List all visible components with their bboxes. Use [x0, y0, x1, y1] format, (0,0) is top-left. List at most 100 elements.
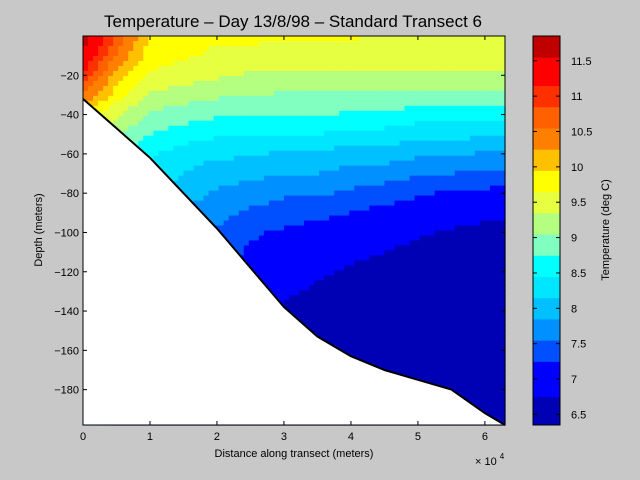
contour-cell	[354, 340, 360, 346]
contour-cell	[309, 45, 315, 52]
contour-cell	[148, 50, 154, 57]
contour-cell	[339, 300, 345, 306]
contour-cell	[334, 120, 340, 127]
contour-cell	[344, 325, 350, 331]
contour-cell	[299, 205, 305, 212]
contour-cell	[108, 110, 114, 117]
contour-cell	[349, 320, 355, 326]
contour-cell	[399, 195, 406, 202]
contour-cell	[354, 335, 360, 341]
contour-cell	[369, 95, 375, 102]
contour-cell	[339, 310, 345, 316]
contour-cell	[133, 40, 139, 47]
contour-cell	[309, 40, 315, 47]
contour-cell	[273, 130, 280, 137]
contour-cell	[173, 70, 180, 77]
contour-cell	[369, 335, 375, 341]
contour-cell	[258, 55, 265, 62]
contour-cell	[334, 50, 340, 57]
contour-cell	[374, 36, 380, 42]
contour-cell	[389, 345, 396, 351]
contour-cell	[394, 365, 401, 371]
contour-cell	[384, 210, 391, 217]
contour-cell	[168, 45, 175, 52]
contour-cell	[118, 95, 124, 102]
contour-cell	[364, 300, 370, 306]
contour-cell	[339, 160, 345, 167]
contour-cell	[163, 95, 169, 102]
contour-cell	[344, 255, 350, 262]
contour-cell	[283, 305, 290, 311]
contour-cell	[258, 45, 265, 52]
contour-cell	[143, 50, 149, 57]
contour-cell	[243, 135, 250, 142]
contour-cell	[233, 60, 240, 67]
contour-cell	[309, 100, 315, 107]
contour-cell	[113, 110, 119, 117]
contour-cell	[399, 280, 406, 286]
contour-cell	[228, 150, 235, 157]
contour-cell	[193, 175, 200, 182]
contour-cell	[329, 185, 335, 192]
contour-cell	[379, 265, 386, 271]
contour-cell	[273, 75, 280, 82]
contour-cell	[268, 175, 275, 182]
contour-cell	[143, 130, 149, 137]
contour-cell	[288, 55, 295, 62]
contour-cell	[299, 55, 305, 62]
contour-cell	[339, 90, 345, 97]
contour-cell	[283, 275, 290, 281]
contour-cell	[319, 36, 325, 42]
contour-cell	[288, 285, 295, 291]
contour-cell	[294, 80, 300, 87]
contour-cell	[148, 110, 154, 117]
contour-cell	[359, 355, 365, 361]
contour-cell	[334, 110, 340, 117]
contour-cell	[304, 260, 310, 267]
contour-cell	[143, 40, 149, 47]
contour-cell	[188, 90, 195, 97]
contour-cell	[208, 180, 215, 187]
contour-cell	[384, 130, 391, 137]
contour-cell	[349, 215, 355, 222]
contour-cell	[243, 220, 250, 227]
contour-cell	[163, 130, 169, 137]
contour-cell	[329, 175, 335, 182]
contour-cell	[233, 110, 240, 117]
contour-cell	[173, 150, 180, 157]
contour-cell	[399, 110, 406, 117]
contour-cell	[319, 190, 325, 197]
contour-cell	[283, 100, 290, 107]
contour-cell	[374, 190, 380, 197]
contour-cell	[158, 90, 164, 97]
contour-cell	[238, 180, 245, 187]
contour-cell	[324, 260, 330, 267]
contour-cell	[344, 180, 350, 187]
contour-cell	[394, 270, 401, 276]
contour-cell	[364, 265, 370, 271]
contour-cell	[399, 170, 406, 177]
contour-cell	[349, 165, 355, 172]
contour-cell	[93, 45, 99, 52]
contour-cell	[364, 120, 370, 127]
contour-cell	[128, 90, 134, 97]
contour-cell	[339, 210, 345, 217]
contour-cell	[314, 205, 320, 212]
contour-cell	[253, 245, 260, 252]
contour-cell	[334, 125, 340, 132]
contour-cell	[173, 80, 180, 87]
contour-cell	[379, 335, 386, 341]
contour-cell	[243, 120, 250, 127]
contour-cell	[138, 55, 144, 62]
contour-cell	[314, 130, 320, 137]
contour-cell	[334, 105, 340, 112]
contour-cell	[133, 45, 139, 52]
contour-cell	[93, 90, 99, 97]
contour-cell	[238, 80, 245, 87]
contour-cell	[374, 230, 380, 237]
contour-cell	[178, 180, 185, 187]
contour-cell	[379, 110, 386, 117]
contour-cell	[238, 36, 245, 42]
contour-cell	[339, 150, 345, 157]
contour-cell	[203, 170, 210, 177]
